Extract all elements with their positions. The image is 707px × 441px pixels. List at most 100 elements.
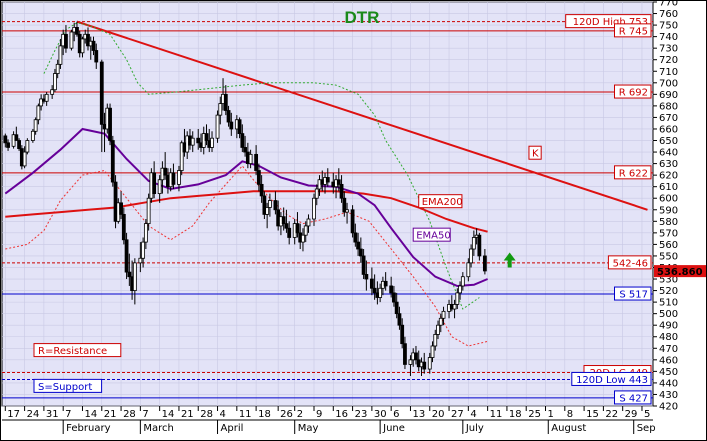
- legend-box: [33, 343, 122, 358]
- candle-up: [58, 45, 63, 65]
- x-tick-label: 7: [65, 409, 71, 420]
- candle-down: [204, 133, 209, 141]
- x-tick-label: 30: [374, 409, 387, 420]
- candle: [455, 288, 460, 310]
- candle-down: [369, 278, 374, 289]
- y-tick-label: 550: [659, 251, 678, 262]
- level-label: 120D Low 443: [571, 371, 652, 386]
- date-axis: 17 24 31 7 14 21 28 7 14 21 28 4 11 18 26 2 9 16 23 30 6 13 20…: [2, 406, 656, 434]
- candle-down: [124, 239, 129, 273]
- candle: [75, 21, 79, 37]
- candle-down: [262, 195, 267, 215]
- candle: [353, 223, 358, 247]
- candle: [132, 258, 137, 305]
- x-tick-label: 4: [470, 409, 476, 420]
- month-label: June: [382, 423, 405, 434]
- candle: [99, 59, 104, 153]
- candle: [356, 232, 360, 256]
- x-tick-label: 28: [200, 409, 213, 420]
- candle-up: [141, 241, 146, 259]
- x-tick-label: 23: [355, 409, 368, 420]
- candle: [210, 131, 214, 153]
- level-label: R 692: [614, 84, 652, 99]
- candle-up: [469, 248, 473, 264]
- candle-down: [14, 134, 19, 141]
- x-tick-label: 27: [451, 409, 464, 420]
- price-candles: [3, 21, 487, 376]
- level-label: S 517: [614, 286, 652, 301]
- candle-up: [138, 257, 143, 264]
- candle-down: [383, 280, 388, 287]
- y-tick-label: 670: [659, 113, 678, 124]
- month-label: March: [143, 423, 173, 434]
- candle-up: [306, 218, 311, 227]
- y-tick-label: 530: [659, 275, 678, 286]
- x-tick-label: 7: [142, 409, 148, 420]
- candle: [436, 320, 440, 340]
- candle-up: [430, 345, 435, 358]
- last-price-marker: 536.860: [654, 265, 706, 278]
- y-tick-label: 430: [659, 390, 678, 401]
- stop-line-red: [5, 165, 488, 347]
- x-tick-label: 9: [316, 409, 322, 420]
- candle: [460, 272, 465, 291]
- level-label-text: 120D Low 443: [576, 375, 648, 386]
- candle-up: [143, 223, 148, 243]
- x-tick-label: 14: [162, 409, 175, 420]
- candle-down: [394, 301, 399, 315]
- candle-up: [50, 89, 55, 95]
- candle: [44, 92, 49, 106]
- candle-up: [471, 237, 476, 250]
- candle: [237, 117, 242, 139]
- candle-down: [240, 133, 245, 148]
- legend-item: R=Resistance: [33, 343, 122, 358]
- candle-up: [458, 285, 462, 294]
- candle-down: [400, 324, 405, 345]
- candle: [53, 68, 57, 93]
- indicator-label: EMA50: [412, 227, 451, 242]
- y-tick-label: 760: [659, 9, 678, 20]
- candle-up: [265, 207, 270, 215]
- x-tick-label: 17: [7, 409, 20, 420]
- candle: [121, 207, 126, 245]
- candle: [124, 232, 129, 280]
- y-tick-label: 420: [659, 402, 678, 413]
- y-tick-label: 450: [659, 367, 678, 378]
- x-tick-label: 28: [123, 409, 136, 420]
- candle: [389, 276, 394, 298]
- candle: [215, 110, 220, 143]
- candle-up: [455, 292, 460, 305]
- candle-up: [427, 357, 432, 370]
- candle-down: [127, 271, 132, 278]
- candle-up: [69, 31, 74, 49]
- x-tick-label: 21: [181, 409, 194, 420]
- candle: [119, 191, 123, 220]
- candle-down: [339, 183, 344, 199]
- x-tick-label: 16: [335, 409, 348, 420]
- candle-up: [438, 317, 443, 326]
- candle: [146, 193, 151, 231]
- candle: [430, 341, 435, 363]
- candle-up: [146, 197, 151, 225]
- candle: [171, 163, 176, 189]
- candle-up: [22, 151, 27, 167]
- level-label-text: S 517: [619, 290, 648, 301]
- candle-down: [336, 179, 341, 185]
- y-tick-label: 700: [659, 78, 678, 89]
- candle-up: [218, 103, 223, 116]
- y-tick-label: 660: [659, 124, 678, 135]
- candle-down: [325, 177, 330, 183]
- candle-down: [86, 33, 90, 47]
- candle: [325, 168, 330, 187]
- candle-up: [25, 140, 30, 153]
- candle: [240, 124, 245, 153]
- candle-down: [284, 223, 289, 229]
- candle-down: [372, 287, 377, 294]
- candle: [314, 184, 319, 206]
- candle: [452, 299, 457, 319]
- candle: [243, 135, 247, 157]
- candle-up: [267, 200, 272, 208]
- candle-up: [33, 119, 38, 132]
- indicator-label-box: [418, 194, 463, 209]
